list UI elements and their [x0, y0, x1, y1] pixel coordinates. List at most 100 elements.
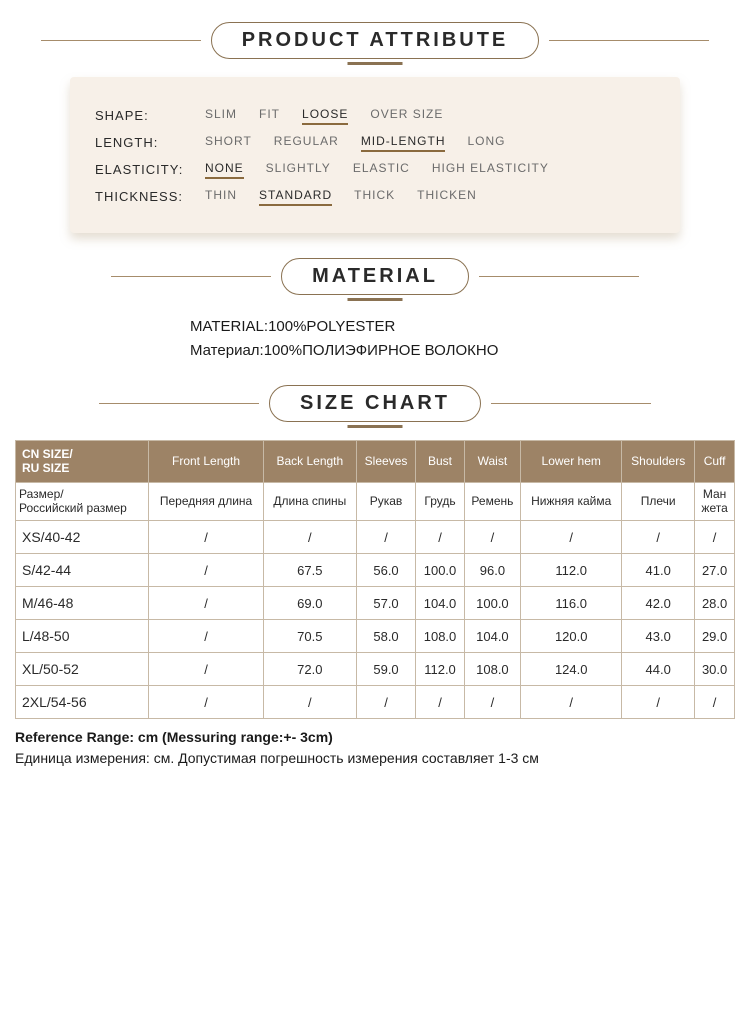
table-header: Cuff — [695, 441, 735, 483]
table-row: L/48-50/70.558.0108.0104.0120.043.029.0 — [16, 620, 735, 653]
material-heading-wrap: MATERIAL — [0, 258, 750, 295]
table-cell: / — [149, 620, 264, 653]
size-heading: SIZE CHART — [269, 385, 481, 422]
table-header: Bust — [416, 441, 464, 483]
table-cell: / — [264, 521, 357, 554]
table-cell: 112.0 — [521, 554, 622, 587]
size-footnote: Reference Range: cm (Messuring range:+- … — [15, 727, 735, 769]
table-subheader: Длина спины — [264, 482, 357, 521]
table-row: XL/50-52/72.059.0112.0108.0124.044.030.0 — [16, 653, 735, 686]
table-cell: XS/40-42 — [16, 521, 149, 554]
size-chart-table: CN SIZE/RU SIZEFront LengthBack LengthSl… — [15, 440, 735, 719]
table-cell: 70.5 — [264, 620, 357, 653]
table-row: XS/40-42//////// — [16, 521, 735, 554]
attribute-label: THICKNESS: — [95, 189, 205, 204]
material-text: MATERIAL:100%POLYESTER Материал:100%ПОЛИ… — [190, 315, 750, 363]
table-cell: / — [695, 686, 735, 719]
attribute-heading: PRODUCT ATTRIBUTE — [211, 22, 540, 59]
table-cell: 44.0 — [622, 653, 695, 686]
table-subheader: Размер/Российский размер — [16, 482, 149, 521]
table-cell: / — [622, 686, 695, 719]
table-header: Front Length — [149, 441, 264, 483]
table-cell: / — [149, 554, 264, 587]
table-cell: 112.0 — [416, 653, 464, 686]
material-heading: MATERIAL — [281, 258, 469, 295]
table-header: Sleeves — [356, 441, 416, 483]
attribute-label: SHAPE: — [95, 108, 205, 123]
table-subheader: Передняя длина — [149, 482, 264, 521]
table-subheader: Грудь — [416, 482, 464, 521]
table-subheader: Рукав — [356, 482, 416, 521]
table-cell: / — [416, 521, 464, 554]
table-cell: 29.0 — [695, 620, 735, 653]
table-cell: 104.0 — [416, 587, 464, 620]
attribute-option: LONG — [467, 134, 505, 151]
table-header: Shoulders — [622, 441, 695, 483]
table-cell: 59.0 — [356, 653, 416, 686]
footnote-ru: Единица измерения: см. Допустимая погреш… — [15, 748, 735, 769]
attribute-option: LOOSE — [302, 107, 348, 124]
table-row: S/42-44/67.556.0100.096.0112.041.027.0 — [16, 554, 735, 587]
table-cell: 124.0 — [521, 653, 622, 686]
table-row: 2XL/54-56//////// — [16, 686, 735, 719]
divider-line — [491, 403, 651, 404]
table-cell: / — [356, 521, 416, 554]
attribute-options: THINSTANDARDTHICKTHICKEN — [205, 188, 477, 205]
table-cell: 100.0 — [416, 554, 464, 587]
attribute-label: LENGTH: — [95, 135, 205, 150]
attribute-option: FIT — [259, 107, 280, 124]
attribute-options: SLIMFITLOOSEOVER SIZE — [205, 107, 443, 124]
table-cell: 104.0 — [464, 620, 521, 653]
attribute-option: SHORT — [205, 134, 252, 151]
table-subheader: Манжета — [695, 482, 735, 521]
table-subheader: Плечи — [622, 482, 695, 521]
divider-line — [549, 40, 709, 41]
table-cell: 108.0 — [416, 620, 464, 653]
attribute-option: THIN — [205, 188, 237, 205]
table-cell: / — [149, 686, 264, 719]
attribute-row: SHAPE:SLIMFITLOOSEOVER SIZE — [95, 107, 655, 124]
divider-line — [41, 40, 201, 41]
attribute-option: MID-LENGTH — [361, 134, 446, 151]
table-cell: / — [149, 653, 264, 686]
divider-line — [99, 403, 259, 404]
attribute-options: NONESLIGHTLYELASTICHIGH ELASTICITY — [205, 161, 549, 178]
attribute-option: STANDARD — [259, 188, 332, 205]
table-cell: 116.0 — [521, 587, 622, 620]
attribute-options: SHORT REGULAR MID-LENGTH LONG — [205, 134, 506, 151]
footnote-en: Reference Range: cm (Messuring range:+- … — [15, 727, 735, 748]
table-cell: / — [149, 587, 264, 620]
attribute-row: THICKNESS:THINSTANDARDTHICKTHICKEN — [95, 188, 655, 205]
attribute-label: ELASTICITY: — [95, 162, 205, 177]
table-cell: / — [464, 686, 521, 719]
material-line-en: MATERIAL:100%POLYESTER — [190, 315, 750, 339]
table-cell: 41.0 — [622, 554, 695, 587]
table-header: Lower hem — [521, 441, 622, 483]
table-cell: 57.0 — [356, 587, 416, 620]
table-subheader: Нижняя кайма — [521, 482, 622, 521]
attribute-card: SHAPE:SLIMFITLOOSEOVER SIZELENGTH:SHORTR… — [70, 77, 680, 233]
divider-line — [111, 276, 271, 277]
table-cell: 56.0 — [356, 554, 416, 587]
attribute-row: ELASTICITY:NONESLIGHTLYELASTICHIGH ELAST… — [95, 161, 655, 178]
table-cell: 72.0 — [264, 653, 357, 686]
table-cell: / — [695, 521, 735, 554]
table-cell: 27.0 — [695, 554, 735, 587]
table-cell: / — [521, 686, 622, 719]
table-cell: XL/50-52 — [16, 653, 149, 686]
table-header: CN SIZE/RU SIZE — [16, 441, 149, 483]
attribute-option: NONE — [205, 161, 244, 178]
attribute-heading-wrap: PRODUCT ATTRIBUTE — [0, 22, 750, 59]
material-line-ru: Материал:100%ПОЛИЭФИРНОЕ ВОЛОКНО — [190, 339, 750, 363]
table-header: Waist — [464, 441, 521, 483]
table-cell: / — [149, 521, 264, 554]
table-cell: / — [622, 521, 695, 554]
table-header: Back Length — [264, 441, 357, 483]
attribute-option: OVER SIZE — [370, 107, 443, 124]
table-cell: / — [464, 521, 521, 554]
attribute-option: REGULAR — [274, 134, 339, 151]
attribute-option: ELASTIC — [353, 161, 410, 178]
attribute-row: LENGTH:SHORT REGULAR MID-LENGTH LONG — [95, 134, 655, 151]
table-subheader: Ремень — [464, 482, 521, 521]
attribute-option: THICKEN — [417, 188, 477, 205]
